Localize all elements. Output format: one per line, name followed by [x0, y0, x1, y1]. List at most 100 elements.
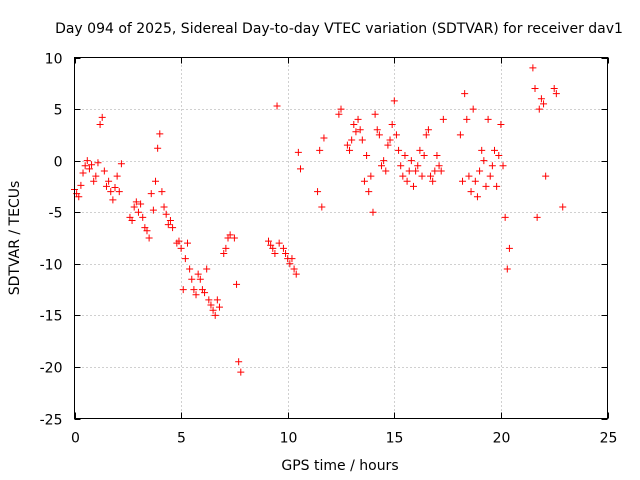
data-point — [201, 289, 209, 297]
data-point — [98, 113, 106, 121]
data-point — [456, 131, 464, 139]
y-tick-label: 10 — [45, 52, 63, 68]
data-point — [164, 221, 172, 229]
data-point — [537, 95, 545, 103]
data-point — [354, 115, 362, 123]
data-point — [207, 301, 215, 309]
data-point — [88, 161, 96, 169]
data-point — [111, 183, 119, 191]
data-point — [139, 213, 147, 221]
data-point — [529, 64, 537, 72]
data-point — [380, 157, 388, 165]
data-point — [296, 165, 304, 173]
data-point — [386, 136, 394, 144]
data-point — [559, 203, 567, 211]
data-point — [169, 224, 177, 232]
data-point — [275, 239, 283, 247]
data-point — [166, 216, 174, 224]
y-tick-label: -25 — [40, 413, 63, 429]
data-point — [115, 188, 123, 196]
data-point — [375, 131, 383, 139]
data-point — [318, 203, 326, 211]
data-point — [96, 121, 104, 129]
y-tick-label: 0 — [54, 155, 63, 171]
data-point — [352, 128, 360, 136]
data-point — [424, 126, 432, 134]
data-point — [482, 182, 490, 190]
data-point — [222, 244, 230, 252]
data-point — [152, 177, 160, 185]
data-point — [183, 239, 191, 247]
data-point — [209, 306, 217, 314]
x-axis-label: GPS time / hours — [281, 458, 398, 474]
data-point — [373, 126, 381, 134]
data-point — [90, 177, 98, 185]
chart-title: Day 094 of 2025, Sidereal Day-to-day VTE… — [55, 21, 623, 37]
data-point — [160, 203, 168, 211]
data-point — [505, 244, 513, 252]
y-tick-label: -20 — [40, 361, 63, 377]
data-point — [480, 157, 488, 165]
data-point — [290, 265, 298, 273]
data-point — [154, 144, 162, 152]
data-point — [233, 280, 241, 288]
data-point — [230, 234, 238, 242]
data-point — [371, 110, 379, 118]
y-tick-label: -5 — [49, 206, 63, 222]
data-point — [235, 358, 243, 366]
data-point — [461, 90, 469, 98]
data-point — [181, 255, 189, 263]
data-point — [350, 121, 358, 129]
data-point — [149, 206, 157, 214]
data-point — [488, 162, 496, 170]
data-point — [179, 286, 187, 294]
data-point — [113, 172, 121, 180]
data-point — [422, 131, 430, 139]
data-point — [431, 167, 439, 175]
data-point — [105, 177, 113, 185]
data-point — [132, 198, 140, 206]
data-point — [473, 193, 481, 201]
data-point — [156, 130, 164, 138]
x-tick-label: 15 — [386, 431, 404, 447]
data-point — [495, 151, 503, 159]
data-point — [134, 208, 142, 216]
data-point — [388, 121, 396, 129]
data-point — [367, 172, 375, 180]
data-point — [459, 177, 467, 185]
data-point — [320, 134, 328, 142]
data-point — [486, 172, 494, 180]
data-point — [418, 172, 426, 180]
data-point — [416, 146, 424, 154]
data-point — [395, 146, 403, 154]
data-point — [316, 146, 324, 154]
data-point — [407, 157, 415, 165]
data-point — [369, 208, 377, 216]
data-point — [128, 216, 136, 224]
data-point — [226, 231, 234, 239]
x-tick-label: 10 — [280, 431, 298, 447]
data-point — [403, 177, 411, 185]
data-point — [467, 188, 475, 196]
data-point — [335, 110, 343, 118]
data-point — [437, 167, 445, 175]
data-point — [484, 115, 492, 123]
data-point — [194, 270, 202, 278]
data-point — [392, 131, 400, 139]
data-point — [412, 167, 420, 175]
data-point — [192, 291, 200, 299]
y-tick-label: 5 — [54, 103, 63, 119]
data-point — [499, 162, 507, 170]
data-point — [85, 165, 93, 173]
data-point — [427, 172, 435, 180]
data-point — [314, 188, 322, 196]
data-point — [397, 162, 405, 170]
data-point — [292, 270, 300, 278]
data-point — [100, 167, 108, 175]
data-point — [435, 162, 443, 170]
data-point — [177, 244, 185, 252]
x-tick-label: 20 — [493, 431, 511, 447]
data-point — [356, 126, 364, 134]
data-point — [145, 234, 153, 242]
data-point — [215, 303, 223, 311]
